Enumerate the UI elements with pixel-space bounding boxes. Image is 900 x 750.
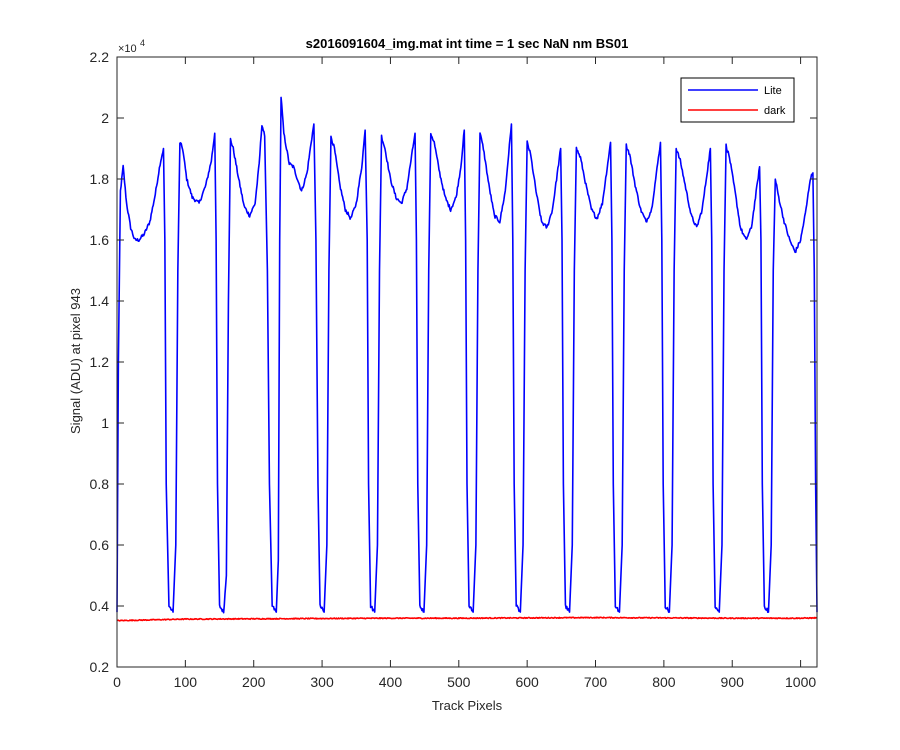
- y-axis: 0.2 0.4 0.6 0.8 1 1.2 1.4 1.6 1.8 2 2.2: [90, 49, 817, 675]
- y-tick-label: 2.2: [90, 49, 110, 65]
- legend-label-dark: dark: [764, 105, 786, 117]
- x-tick-label: 700: [584, 674, 608, 690]
- x-axis: 0 100 200 300 400 500 600 700 800 900 1000: [113, 57, 816, 690]
- series-line-lite: [116, 96, 818, 614]
- chart-title: s2016091604_img.mat int time = 1 sec NaN…: [306, 36, 629, 51]
- y-tick-label: 0.6: [90, 537, 110, 553]
- x-axis-label: Track Pixels: [432, 698, 503, 713]
- x-tick-label: 900: [721, 674, 745, 690]
- y-tick-label: 1.2: [90, 354, 110, 370]
- y-axis-label: Signal (ADU) at pixel 943: [68, 288, 83, 434]
- y-exponent-power: 4: [140, 38, 145, 48]
- series-layer: [116, 96, 818, 622]
- x-tick-label: 400: [379, 674, 403, 690]
- x-tick-label: 0: [113, 674, 121, 690]
- y-tick-label: 1: [101, 415, 109, 431]
- legend-label-lite: Lite: [764, 85, 782, 97]
- series-line-dark: [116, 616, 818, 622]
- y-exponent-base: ×10: [118, 43, 137, 55]
- y-tick-label: 0.2: [90, 659, 110, 675]
- y-exponent: ×10 4: [118, 38, 145, 55]
- x-tick-label: 600: [515, 674, 539, 690]
- y-tick-label: 1.4: [90, 293, 110, 309]
- x-tick-label: 500: [447, 674, 471, 690]
- x-tick-label: 800: [652, 674, 676, 690]
- x-tick-label: 200: [242, 674, 266, 690]
- legend-box: [680, 77, 795, 123]
- x-tick-label: 300: [310, 674, 334, 690]
- x-tick-label: 1000: [785, 674, 816, 690]
- y-tick-label: 1.8: [90, 171, 110, 187]
- x-tick-label: 100: [174, 674, 198, 690]
- y-tick-label: 0.8: [90, 476, 110, 492]
- legend: Lite dark: [680, 77, 795, 123]
- y-tick-label: 0.4: [90, 598, 110, 614]
- y-tick-label: 1.6: [90, 232, 110, 248]
- y-tick-label: 2: [101, 110, 109, 126]
